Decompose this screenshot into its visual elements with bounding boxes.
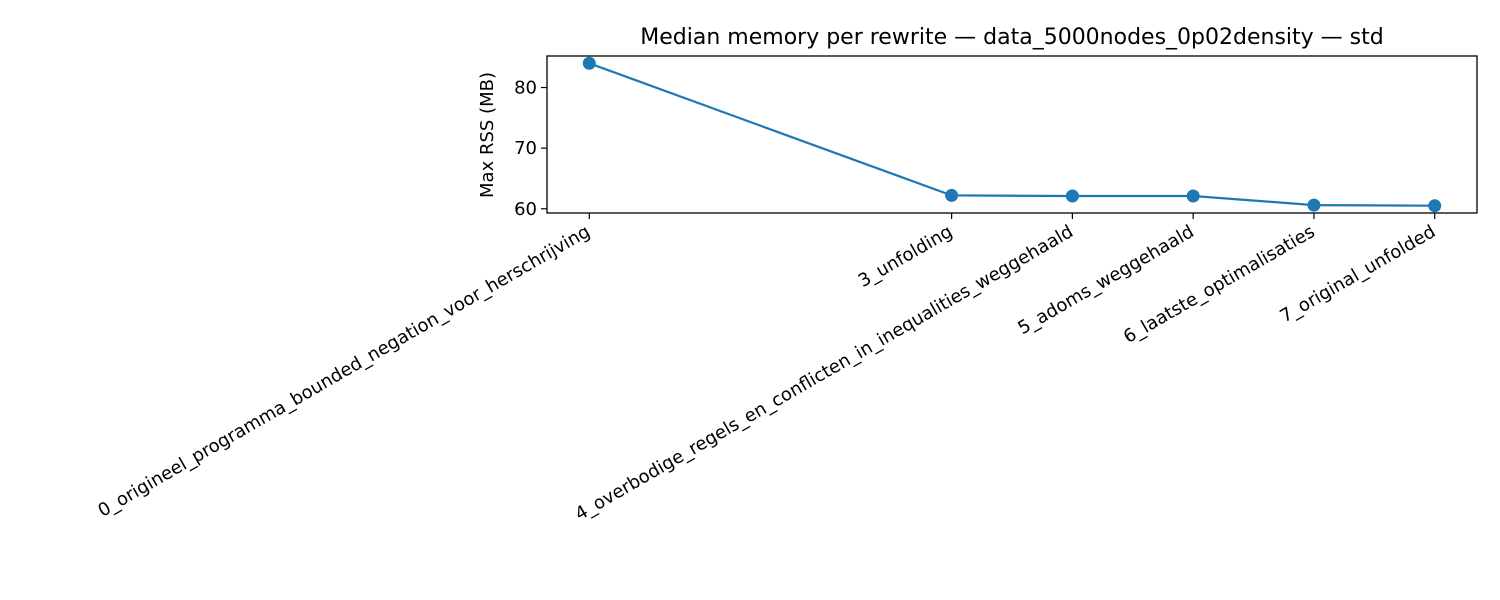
plot-area: [546, 55, 1478, 214]
y-axis: 60 70 80: [514, 78, 547, 220]
series-points: [582, 56, 1442, 213]
y-tick-label: 80: [514, 78, 537, 99]
y-axis-label: Max RSS (MB): [477, 72, 498, 198]
series-line: [588, 62, 1435, 207]
x-tick-label: 4_overbodige_regels_en_conflicten_in_ine…: [572, 221, 1077, 525]
data-point: [1065, 189, 1079, 203]
x-tick-label: 0_origineel_programma_bounded_negation_v…: [94, 221, 593, 521]
data-point: [945, 188, 959, 202]
data-point: [1428, 199, 1442, 213]
y-tick-label: 70: [514, 138, 537, 159]
y-tick-label: 60: [514, 199, 537, 220]
x-tick-label: 6_laatste_optimalisaties: [1120, 221, 1318, 348]
chart-title: Median memory per rewrite — data_5000nod…: [640, 25, 1383, 50]
x-axis: 0_origineel_programma_bounded_negation_v…: [94, 213, 1439, 525]
x-tick-label: 3_unfolding: [855, 221, 956, 292]
data-point: [1307, 198, 1321, 212]
data-point: [1186, 189, 1200, 203]
data-point: [582, 56, 596, 70]
